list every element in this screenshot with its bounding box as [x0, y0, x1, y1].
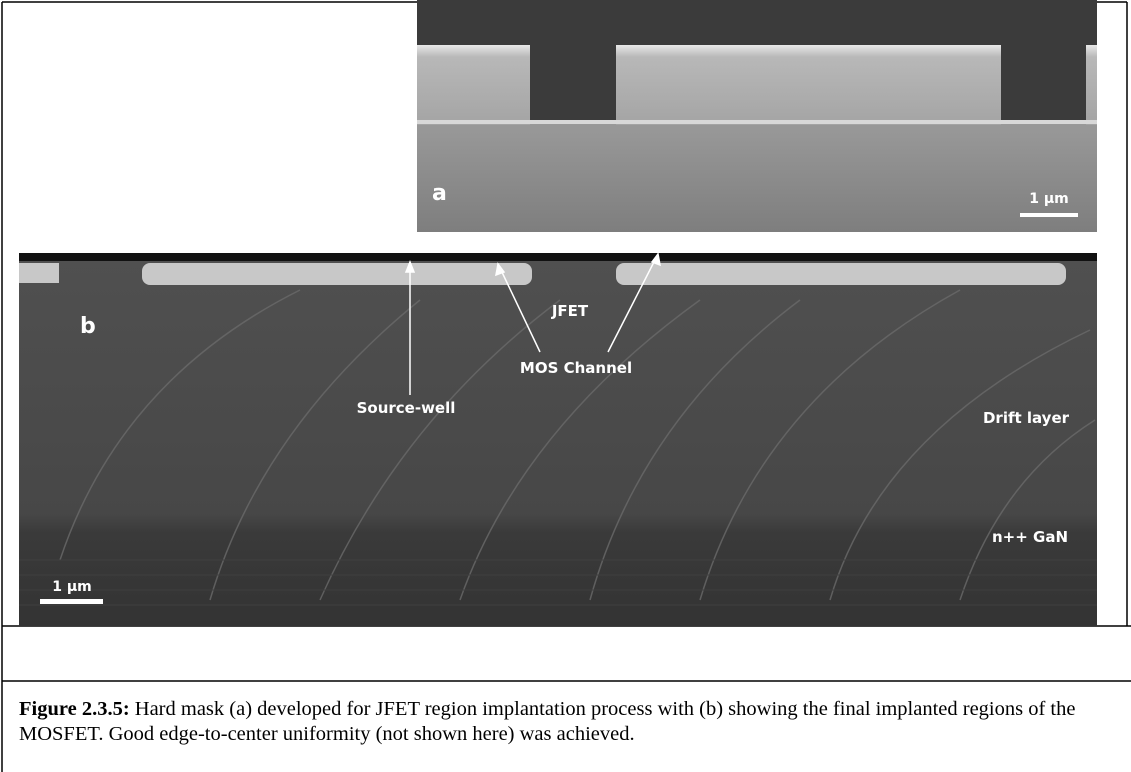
figure: a 1 µm b JFET MOS Channel Source — [0, 0, 1131, 772]
annotation: MOS Channel — [520, 359, 632, 377]
annotation: Source-well — [357, 399, 456, 417]
caption-label: Figure 2.3.5: — [19, 698, 130, 720]
panel-label: b — [80, 314, 96, 339]
annotation: Drift layer — [983, 409, 1070, 427]
page: {"figure": { "panel_a": {"label": "a", "… — [0, 0, 1131, 772]
caption-text: Hard mask (a) developed for JFET region … — [19, 698, 1075, 745]
panel-b: b JFET MOS Channel Source-well Drift lay… — [19, 253, 1097, 626]
panel-label: a — [432, 181, 447, 206]
caption: Figure 2.3.5: Hard mask (a) developed fo… — [19, 697, 1109, 747]
scale-bar-label: 1 µm — [1029, 191, 1069, 207]
panel-a: a 1 µm — [417, 0, 1097, 232]
annotation: JFET — [551, 302, 589, 320]
scale-bar-label: 1 µm — [52, 579, 92, 595]
annotation: n++ GaN — [992, 528, 1068, 546]
